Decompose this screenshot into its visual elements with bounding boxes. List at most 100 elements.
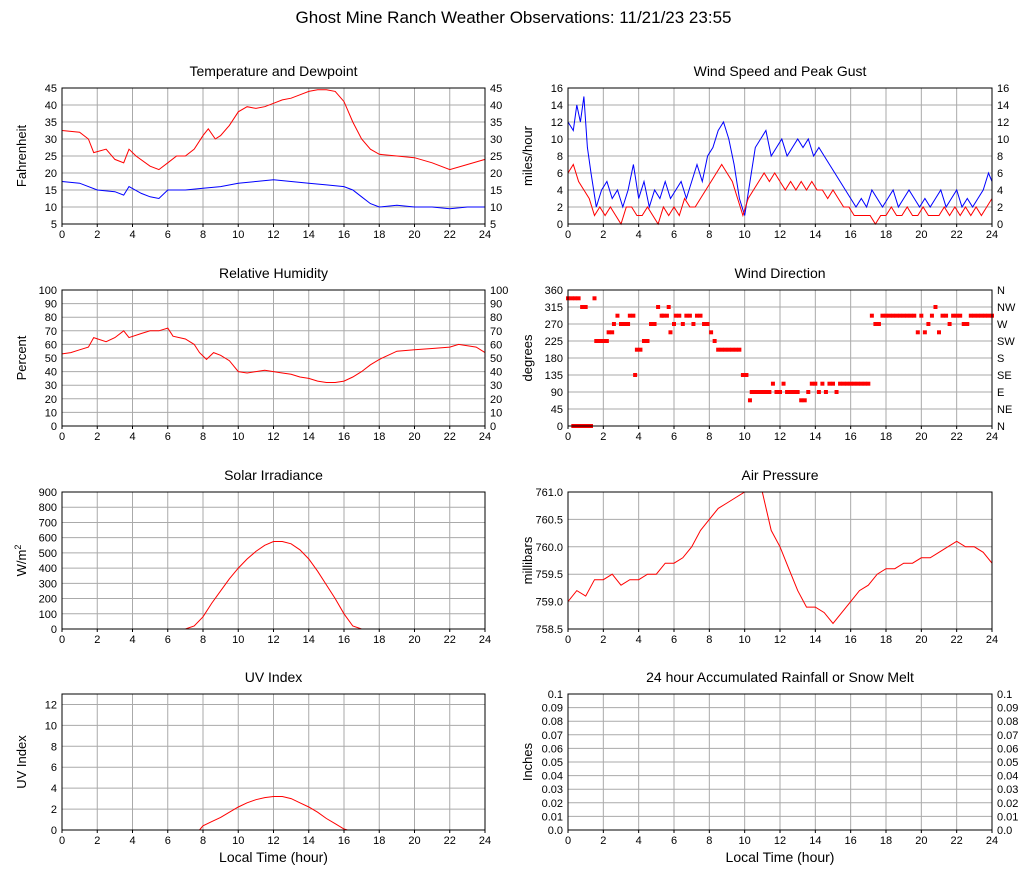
y-tick-label: 60 (45, 339, 57, 351)
data-point (661, 313, 666, 318)
data-point (694, 313, 699, 318)
x-tick-label: 24 (479, 229, 491, 241)
x-tick-label: 16 (338, 634, 350, 646)
data-point (912, 313, 917, 318)
y-right-tick-label: 0.0 (997, 825, 1012, 837)
y-right-tick-label: SE (997, 370, 1012, 382)
y-tick-label: 760.5 (535, 514, 563, 526)
data-point (687, 313, 692, 318)
x-tick-label: 14 (809, 835, 821, 847)
series-line (61, 327, 486, 383)
data-point (915, 330, 920, 335)
data-point (961, 322, 966, 326)
data-point (933, 305, 938, 309)
x-tick-label: 22 (951, 835, 963, 847)
data-point (965, 322, 970, 326)
page-title: Ghost Mine Ranch Weather Observations: 1… (295, 8, 732, 27)
data-point (753, 390, 758, 394)
x-tick-label: 8 (706, 229, 712, 241)
series-line (61, 179, 485, 210)
data-point (873, 322, 878, 326)
data-point (975, 313, 980, 318)
x-tick-label: 14 (303, 634, 315, 646)
x-tick-label: 10 (232, 835, 244, 847)
x-tick-label: 16 (845, 431, 857, 443)
y-tick-label: 45 (551, 404, 563, 416)
y-right-tick-label: 15 (490, 185, 502, 197)
y-tick-label: 800 (39, 502, 57, 514)
y-right-tick-label: 35 (490, 117, 502, 129)
x-tick-label: 12 (774, 431, 786, 443)
data-point (763, 390, 768, 394)
y-right-tick-label: 100 (490, 285, 508, 297)
data-point (691, 322, 696, 326)
data-point (813, 381, 818, 386)
data-point (649, 322, 654, 326)
x-tick-label: 4 (636, 634, 642, 646)
data-point (606, 330, 611, 335)
x-tick-label: 12 (267, 229, 279, 241)
y-tick-label: 4 (51, 783, 57, 795)
plot-frame (567, 87, 993, 225)
data-point (619, 322, 623, 326)
x-tick-label: 2 (600, 835, 606, 847)
x-tick-label: 10 (739, 835, 751, 847)
y-tick-label: 30 (45, 380, 57, 392)
data-point (664, 313, 669, 318)
y-tick-label: 70 (45, 326, 57, 338)
x-tick-label: 4 (129, 634, 135, 646)
chart-title: Air Pressure (741, 467, 818, 483)
y-right-tick-label: 12 (997, 117, 1009, 129)
data-point (898, 313, 903, 318)
data-point (901, 313, 906, 318)
y-tick-label: 600 (39, 533, 57, 545)
x-tick-label: 12 (267, 634, 279, 646)
data-point (633, 373, 638, 377)
y-right-tick-label: 0.08 (997, 716, 1018, 728)
data-point (580, 305, 585, 309)
data-point (887, 313, 892, 318)
data-point (954, 313, 959, 318)
y-axis-label: Fahrenheit (14, 125, 29, 188)
y-right-tick-label: W (997, 319, 1008, 331)
x-tick-label: 6 (165, 634, 171, 646)
x-tick-label: 6 (165, 229, 171, 241)
data-point (940, 313, 945, 318)
x-tick-label: 24 (986, 634, 998, 646)
data-point (712, 339, 717, 343)
data-point (894, 313, 899, 318)
data-point (926, 322, 931, 326)
x-tick-label: 6 (671, 431, 677, 443)
data-point (947, 322, 952, 326)
x-tick-label: 10 (232, 634, 244, 646)
x-tick-label: 2 (600, 431, 606, 443)
y-right-tick-label: 14 (997, 100, 1009, 112)
y-tick-label: 700 (39, 517, 57, 529)
x-tick-label: 24 (986, 229, 998, 241)
chart-title: 24 hour Accumulated Rainfall or Snow Mel… (646, 669, 914, 685)
data-point (841, 381, 846, 386)
data-point (845, 381, 850, 386)
data-point (698, 313, 703, 318)
x-tick-label: 10 (232, 431, 244, 443)
x-tick-label: 22 (444, 835, 456, 847)
x-tick-label: 14 (303, 835, 315, 847)
data-point (749, 390, 754, 394)
x-tick-label: 18 (880, 229, 892, 241)
x-tick-label: 12 (267, 431, 279, 443)
y-tick-label: 30 (45, 134, 57, 146)
x-tick-label: 18 (373, 835, 385, 847)
y-tick-label: 759.5 (535, 569, 563, 581)
x-tick-label: 6 (671, 229, 677, 241)
y-axis-label: Inches (520, 742, 535, 781)
y-right-tick-label: 30 (490, 380, 502, 392)
data-point (944, 313, 949, 318)
y-tick-label: 35 (45, 117, 57, 129)
y-right-tick-label: 0.03 (997, 784, 1018, 796)
data-point (638, 347, 643, 352)
x-tick-label: 14 (303, 431, 315, 443)
